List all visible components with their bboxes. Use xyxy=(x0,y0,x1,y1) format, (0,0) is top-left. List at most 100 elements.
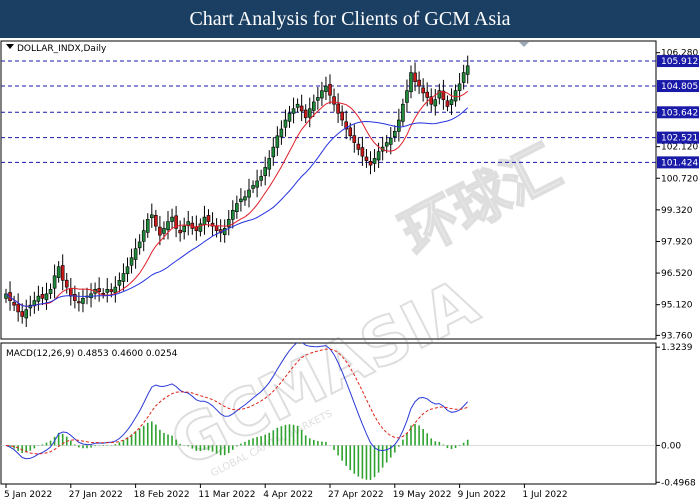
candle-body xyxy=(348,127,353,137)
candle-body xyxy=(457,83,462,91)
macd-tick-label: -0.4968 xyxy=(661,478,696,488)
level-price-label: 103.642 xyxy=(661,108,698,118)
dropdown-triangle-icon[interactable] xyxy=(6,44,14,49)
x-tick-label: 11 Mar 2022 xyxy=(198,490,255,500)
level-price-box xyxy=(657,55,699,68)
candle-body xyxy=(356,143,361,150)
macd-tick-label: 1.3239 xyxy=(661,343,693,353)
level-price-box xyxy=(657,131,699,144)
candle-body xyxy=(275,135,280,148)
price-y-axis: 106.280 103.642 102.120 100.720 99.320 97.920… xyxy=(656,49,699,341)
candle-body xyxy=(336,103,340,114)
candle-body xyxy=(214,225,219,231)
candle-body xyxy=(150,214,154,219)
candle-body xyxy=(307,108,312,118)
candle-body xyxy=(141,230,146,242)
candle-body xyxy=(178,229,182,234)
y-tick-label: 99.320 xyxy=(661,206,693,216)
candle-body xyxy=(344,121,349,130)
candle-body xyxy=(133,248,138,260)
level-price-label: 105.912 xyxy=(661,57,698,67)
level-price-box xyxy=(657,80,699,93)
x-axis: 5 Jan 2022 27 Jan 2022 18 Feb 2022 11 Mar 2… xyxy=(4,484,568,500)
candle-body xyxy=(295,103,300,108)
candle-body xyxy=(368,160,373,166)
x-tick-label: 27 Apr 2022 xyxy=(328,490,384,500)
macd-panel xyxy=(0,342,657,485)
candle-body xyxy=(332,96,336,105)
candle-body xyxy=(48,289,53,294)
candle-body xyxy=(44,293,49,301)
candle-body xyxy=(441,90,446,100)
candle-body xyxy=(421,87,425,94)
candles xyxy=(4,55,470,328)
candle-body xyxy=(206,215,211,222)
candle-body xyxy=(235,203,239,212)
candle-body xyxy=(222,228,227,235)
candle-body xyxy=(105,289,110,293)
candle-body xyxy=(259,176,263,181)
macd-tick-label: 0.00 xyxy=(661,441,681,451)
y-tick-label: 93.760 xyxy=(661,331,693,341)
y-tick-label: 106.280 xyxy=(661,49,698,59)
macd-series xyxy=(1,343,656,480)
x-tick-label: 5 Jan 2022 xyxy=(4,490,52,500)
candle-body xyxy=(316,97,320,101)
candle-body xyxy=(384,142,389,147)
candle-body xyxy=(12,302,16,306)
macd-title: MACD(12,26,9) 0.4853 0.4600 0.0254 xyxy=(6,349,178,359)
ma-fast-line xyxy=(5,90,469,307)
candle-body xyxy=(392,131,397,137)
candle-body xyxy=(291,108,296,114)
candle-body xyxy=(409,72,413,93)
candle-body xyxy=(328,84,332,96)
candle-body xyxy=(125,266,130,275)
candle-body xyxy=(60,265,65,281)
candle-body xyxy=(445,100,450,107)
candle-body xyxy=(243,196,247,201)
candle-body xyxy=(158,226,162,236)
candle-body xyxy=(121,273,126,282)
moving-averages xyxy=(5,90,469,307)
candle-body xyxy=(170,216,174,222)
candle-body xyxy=(166,221,170,231)
x-tick-label: 9 Jun 2022 xyxy=(458,490,506,500)
candle-body xyxy=(40,294,45,299)
candle-body xyxy=(405,90,409,103)
candle-body xyxy=(303,109,308,119)
candle-body xyxy=(417,79,421,87)
page-title: Chart Analysis for Clients of GCM Asia xyxy=(0,0,700,38)
candle-body xyxy=(429,96,434,105)
candle-body xyxy=(202,216,207,225)
macd-signal-line xyxy=(5,348,468,455)
candle-body xyxy=(117,280,122,286)
chart-svg[interactable]: GCMASIA 环球汇 GLOBAL CAPITAL MARKETS 106.2… xyxy=(0,38,700,500)
candle-body xyxy=(73,294,77,301)
y-tick-label: 97.920 xyxy=(661,237,693,247)
y-tick-label: 95.120 xyxy=(661,301,693,311)
candle-body xyxy=(283,119,288,128)
candle-body xyxy=(24,309,29,319)
candle-body xyxy=(465,65,470,75)
candle-body xyxy=(449,99,454,105)
candle-body xyxy=(271,146,276,158)
candle-body xyxy=(251,185,255,189)
candle-body xyxy=(376,151,381,161)
shift-marker-icon xyxy=(519,42,529,47)
candle-body xyxy=(77,301,81,304)
candle-body xyxy=(56,266,61,278)
level-price-box xyxy=(657,106,699,119)
candle-body xyxy=(340,111,344,121)
candle-body xyxy=(360,147,365,157)
level-price-box xyxy=(657,156,699,169)
candle-body xyxy=(137,241,142,249)
candle-body xyxy=(174,215,178,229)
candle-body xyxy=(267,158,272,170)
candle-body xyxy=(145,219,150,233)
candle-body xyxy=(255,180,259,188)
candle-body xyxy=(247,189,251,198)
candle-body xyxy=(182,225,186,233)
y-tick-label: 102.120 xyxy=(661,143,698,153)
x-tick-label: 19 May 2022 xyxy=(393,490,452,500)
